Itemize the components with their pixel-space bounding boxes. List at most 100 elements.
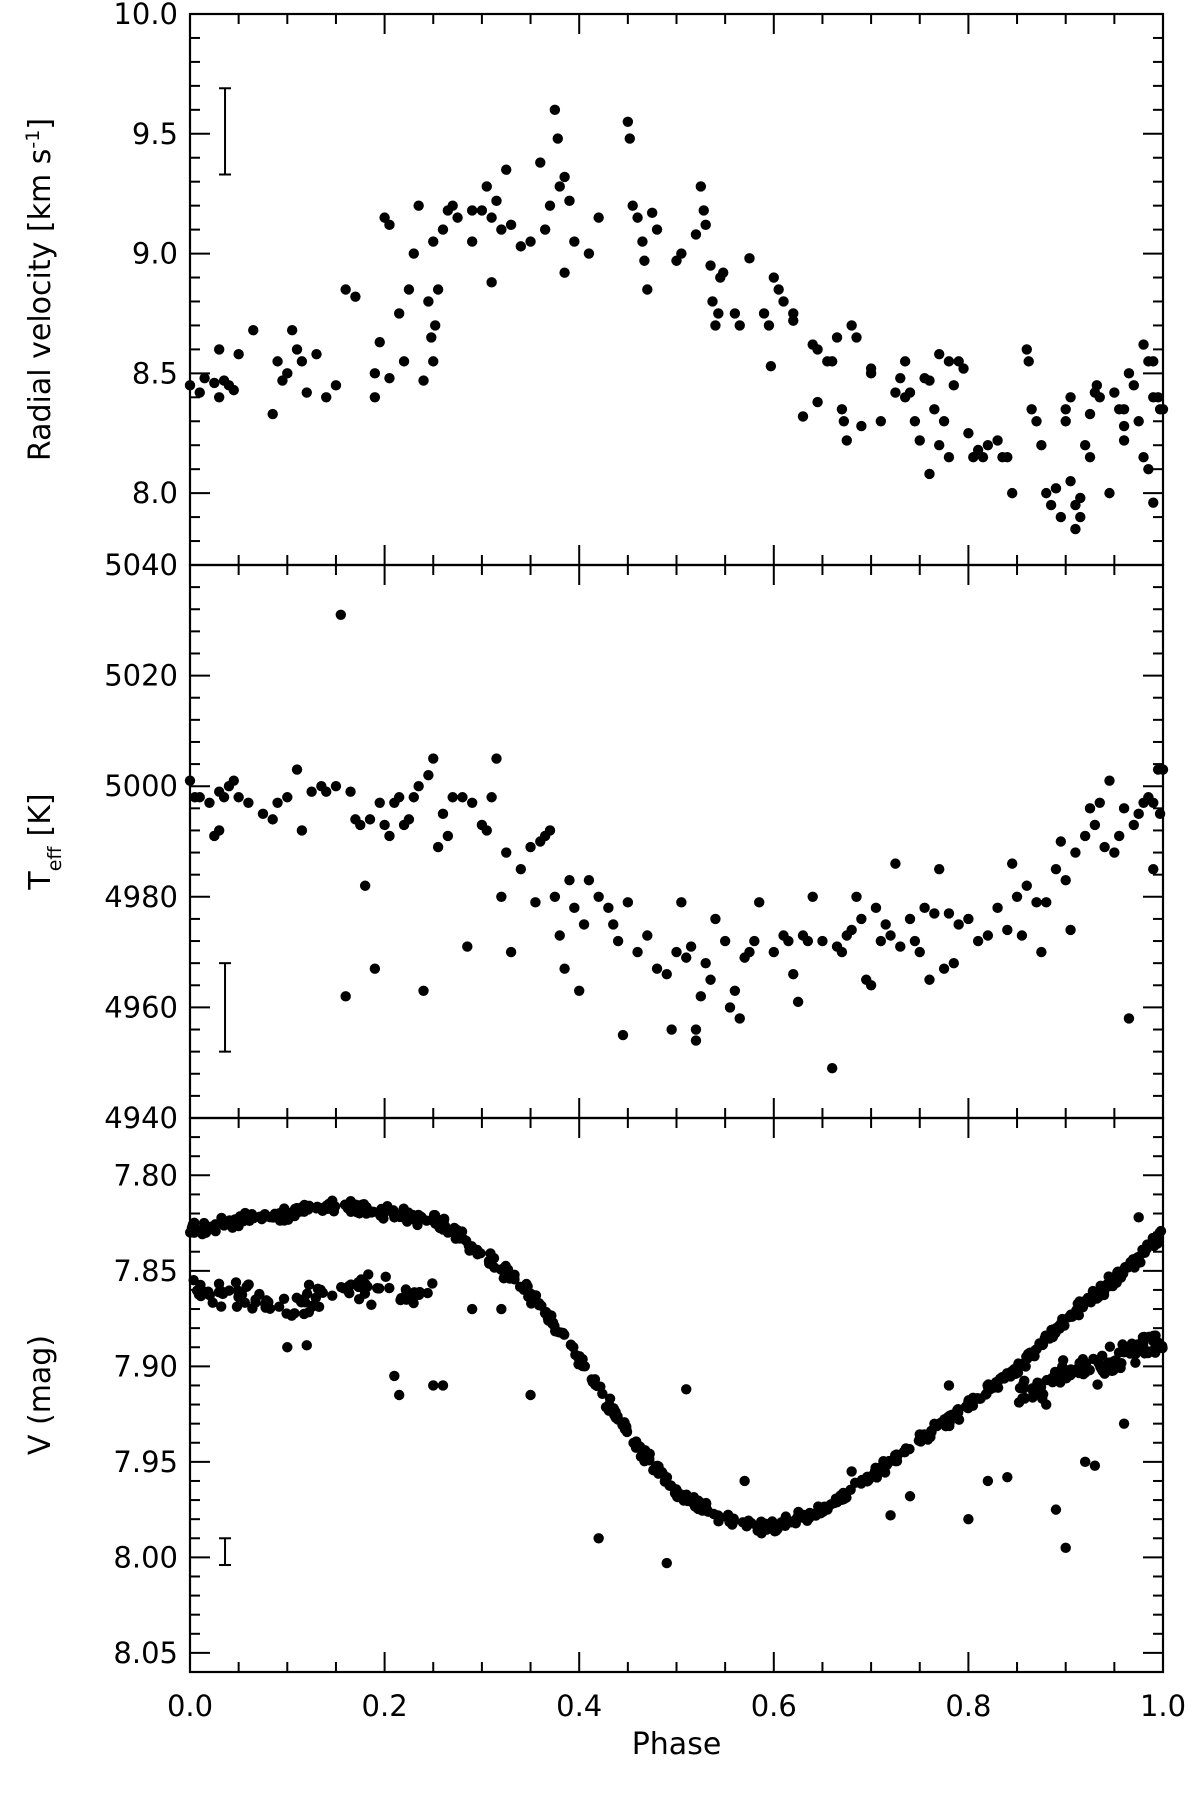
data-point xyxy=(617,1029,629,1041)
data-point xyxy=(501,1266,513,1277)
data-point xyxy=(544,200,556,211)
data-point xyxy=(851,332,862,343)
data-point xyxy=(1157,764,1169,775)
data-point xyxy=(1032,1377,1043,1388)
data-point xyxy=(1055,511,1067,523)
data-point xyxy=(982,1475,994,1487)
data-point xyxy=(846,1466,857,1477)
data-point xyxy=(1157,1342,1168,1354)
data-point xyxy=(1057,1355,1069,1366)
data-point xyxy=(248,325,259,336)
data-point xyxy=(622,116,634,128)
data-point xyxy=(286,1310,297,1321)
data-point xyxy=(501,847,512,858)
data-point xyxy=(476,205,488,216)
data-point xyxy=(429,320,441,331)
data-point xyxy=(1050,863,1062,875)
data-point xyxy=(250,1294,261,1305)
data-point xyxy=(345,1206,357,1218)
data-point xyxy=(705,974,716,985)
data-point xyxy=(685,941,697,952)
data-point xyxy=(758,308,770,319)
data-point xyxy=(982,440,994,451)
data-point xyxy=(428,236,439,247)
data-point xyxy=(1050,483,1062,494)
data-point xyxy=(639,255,650,266)
data-point xyxy=(583,248,595,259)
data-point xyxy=(972,935,984,947)
data-point xyxy=(620,1422,632,1434)
data-point xyxy=(899,356,911,367)
data-point xyxy=(1095,1361,1106,1373)
data-point xyxy=(1079,1456,1091,1468)
data-point xyxy=(213,825,225,836)
data-point xyxy=(646,207,658,219)
data-point xyxy=(1089,1460,1101,1471)
x-axis-title: Phase xyxy=(632,1727,722,1762)
data-point xyxy=(1014,1382,1026,1394)
data-point xyxy=(924,974,935,985)
data-point xyxy=(1118,803,1130,814)
data-point xyxy=(393,792,405,803)
data-point xyxy=(1154,808,1166,820)
data-point xyxy=(486,1256,497,1267)
data-point xyxy=(339,1199,351,1210)
data-point xyxy=(719,935,731,947)
data-point xyxy=(1023,356,1034,367)
data-point xyxy=(885,1510,896,1521)
data-point xyxy=(707,296,718,307)
data-point xyxy=(559,267,570,278)
data-point xyxy=(389,1370,400,1382)
data-point xyxy=(310,1292,322,1304)
data-point xyxy=(530,897,541,908)
data-point xyxy=(472,1247,484,1258)
data-point xyxy=(875,935,887,947)
data-point xyxy=(1060,416,1071,427)
x-tick-label: 0.8 xyxy=(945,1689,991,1723)
data-point xyxy=(282,368,293,379)
data-point xyxy=(303,1279,315,1291)
data-point xyxy=(329,1201,341,1212)
y-tick-label: 5040 xyxy=(104,548,178,582)
data-point xyxy=(1092,1379,1103,1390)
data-point xyxy=(700,219,711,231)
data-point xyxy=(466,1303,478,1315)
data-point xyxy=(929,908,940,919)
data-point xyxy=(274,1207,285,1219)
data-point xyxy=(938,416,950,427)
data-point xyxy=(604,1393,616,1404)
data-point xyxy=(734,320,745,331)
data-point xyxy=(744,253,755,264)
data-point xyxy=(826,1063,838,1074)
data-point xyxy=(690,1035,702,1046)
y-axis-title: Radial velocity [km s-1] xyxy=(22,118,58,461)
data-point xyxy=(243,797,254,808)
x-tick-label: 0.4 xyxy=(556,1689,602,1723)
data-point xyxy=(1099,841,1110,853)
data-point xyxy=(1123,1013,1135,1024)
data-point xyxy=(729,308,741,319)
data-point xyxy=(765,360,777,372)
data-point xyxy=(401,1216,413,1227)
data-point xyxy=(539,224,551,235)
data-point xyxy=(559,963,570,974)
data-point xyxy=(423,296,434,307)
data-point xyxy=(943,451,955,463)
data-point xyxy=(264,1303,276,1314)
data-point xyxy=(919,902,930,914)
y-axis-title: V (mag) xyxy=(23,1335,58,1455)
data-point xyxy=(564,875,575,886)
data-point xyxy=(1118,404,1130,415)
panel-frame-radial-velocity xyxy=(188,12,1165,567)
data-point xyxy=(430,1218,441,1229)
data-point xyxy=(641,1451,652,1463)
data-point xyxy=(257,808,269,820)
y-tick-label: 8.5 xyxy=(132,356,178,390)
data-point xyxy=(574,985,585,997)
data-point xyxy=(812,344,823,355)
data-point xyxy=(355,819,366,831)
data-point xyxy=(466,236,478,247)
data-point xyxy=(1129,1258,1140,1269)
data-point xyxy=(393,308,405,319)
data-point xyxy=(728,1513,739,1524)
